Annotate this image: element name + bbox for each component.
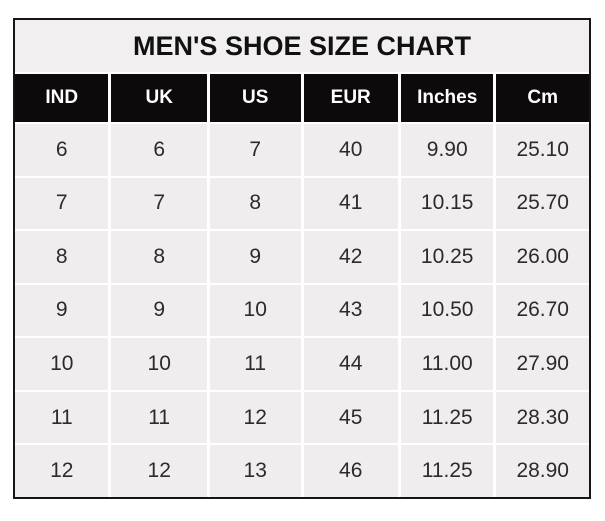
table-cell: 11 — [209, 338, 301, 390]
table-cell: 11 — [111, 391, 207, 444]
column-header-inches: Inches — [400, 74, 494, 122]
shoe-size-chart: MEN'S SHOE SIZE CHART IND UK US EUR Inch… — [13, 18, 591, 499]
column-header-us: US — [209, 74, 301, 122]
table-cell: 6 — [15, 124, 109, 176]
table-cell: 7 — [111, 177, 207, 230]
table-cell: 42 — [303, 231, 398, 283]
table-cell: 10.50 — [400, 284, 494, 337]
table-cell: 8 — [111, 231, 207, 283]
table-cell: 12 — [15, 445, 109, 497]
table-cell: 10.25 — [400, 231, 494, 283]
column-header-ind: IND — [15, 74, 109, 122]
table-cell: 7 — [209, 124, 301, 176]
table-cell: 46 — [303, 445, 398, 497]
table-cell: 12 — [209, 391, 301, 444]
table-cell: 45 — [303, 391, 398, 444]
chart-title: MEN'S SHOE SIZE CHART — [15, 20, 589, 72]
table-cell: 12 — [111, 445, 207, 497]
table-cell: 10.15 — [400, 177, 494, 230]
table-cell: 10 — [209, 284, 301, 337]
table-cell: 9 — [15, 284, 109, 337]
table-cell: 27.90 — [496, 338, 589, 390]
table-cell: 8 — [15, 231, 109, 283]
table-cell: 10 — [15, 338, 109, 390]
table-cell: 26.70 — [496, 284, 589, 337]
table-cell: 13 — [209, 445, 301, 497]
table-cell: 25.10 — [496, 124, 589, 176]
table-cell: 7 — [15, 177, 109, 230]
table-cell: 11.00 — [400, 338, 494, 390]
table-cell: 28.90 — [496, 445, 589, 497]
table-cell: 11.25 — [400, 391, 494, 444]
table-cell: 10 — [111, 338, 207, 390]
table-cell: 11.25 — [400, 445, 494, 497]
table-cell: 28.30 — [496, 391, 589, 444]
table-cell: 44 — [303, 338, 398, 390]
table-cell: 26.00 — [496, 231, 589, 283]
table-cell: 9 — [209, 231, 301, 283]
table-cell: 25.70 — [496, 177, 589, 230]
table-cell: 43 — [303, 284, 398, 337]
table-cell: 9 — [111, 284, 207, 337]
table-cell: 41 — [303, 177, 398, 230]
table-cell: 9.90 — [400, 124, 494, 176]
table-cell: 11 — [15, 391, 109, 444]
column-header-uk: UK — [111, 74, 207, 122]
column-header-eur: EUR — [303, 74, 398, 122]
table-cell: 8 — [209, 177, 301, 230]
column-header-cm: Cm — [496, 74, 589, 122]
size-table: IND UK US EUR Inches Cm 6 6 7 40 9.90 25… — [15, 72, 589, 497]
table-cell: 40 — [303, 124, 398, 176]
table-cell: 6 — [111, 124, 207, 176]
